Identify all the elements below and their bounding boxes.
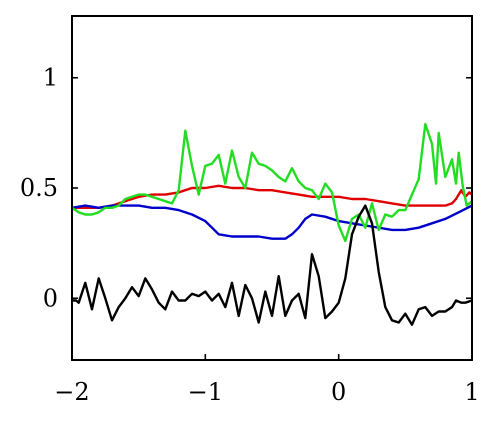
y-tick-label-1: 0.5 <box>20 174 58 202</box>
y-axis-ticks: 00.51 <box>20 64 472 312</box>
series-line-4 <box>72 204 473 326</box>
x-tick-label-0: −2 <box>54 378 89 406</box>
series-line-3 <box>71 122 473 243</box>
series-line-2 <box>71 204 473 240</box>
x-tick-label-1: −1 <box>188 378 223 406</box>
x-tick-label-2: 0 <box>331 378 346 406</box>
y-tick-label-2: 1 <box>43 64 58 92</box>
x-tick-label-3: 1 <box>464 378 479 406</box>
series-layer <box>71 122 473 326</box>
x-axis-ticks: −2 −1 0 1 <box>54 354 480 406</box>
y-tick-label-0: 0 <box>43 284 58 312</box>
plot-frame <box>71 15 473 361</box>
